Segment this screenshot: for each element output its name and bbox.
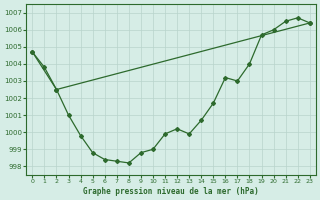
X-axis label: Graphe pression niveau de la mer (hPa): Graphe pression niveau de la mer (hPa): [83, 187, 259, 196]
